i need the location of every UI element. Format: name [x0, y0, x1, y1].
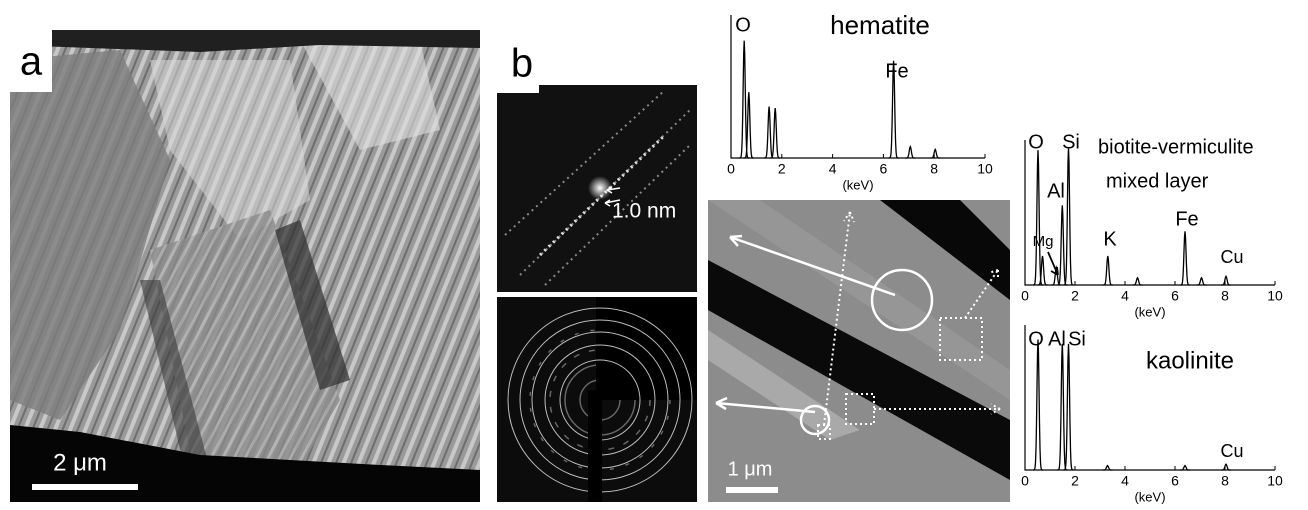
peak-label: K: [1103, 228, 1117, 250]
peak: [1133, 278, 1143, 285]
micrograph-b: [708, 200, 1010, 502]
x-tick-label: 10: [1267, 288, 1283, 304]
peak-label: Mg: [1033, 233, 1054, 250]
x-tick-label: 8: [930, 161, 938, 177]
x-tick-label: 2: [1071, 473, 1079, 489]
peak-label: Si: [1068, 328, 1086, 350]
peak: [905, 147, 915, 158]
peak: [1197, 278, 1207, 285]
peak-label: Fe: [1175, 208, 1198, 230]
panel-label: b: [511, 42, 533, 86]
peak-label: Cu: [1220, 247, 1243, 267]
x-tick-label: 2: [1071, 288, 1079, 304]
x-tick-label: 0: [1021, 473, 1029, 489]
peak-label: Al: [1047, 180, 1065, 202]
peak: [1221, 464, 1231, 470]
scale-bar-label: 2 μm: [53, 449, 107, 476]
figure: a 2 μm b 1.0 nm: [0, 0, 1308, 510]
x-tick-label: 2: [778, 161, 786, 177]
x-tick-label: 10: [1267, 473, 1283, 489]
spectrum-title: kaolinite: [1146, 347, 1234, 374]
peak: [1180, 231, 1190, 285]
x-tick-label: 4: [1121, 473, 1129, 489]
peak-label: Al: [1048, 328, 1066, 350]
peak-label: O: [735, 14, 751, 36]
diffraction-pattern: [497, 85, 697, 292]
x-tick-label: 8: [1221, 473, 1229, 489]
spectrum-title: biotite-vermiculite: [1098, 136, 1254, 158]
peak-label: O: [1028, 328, 1044, 350]
x-tick-label: 10: [977, 161, 993, 177]
spectrum-title: hematite: [830, 10, 930, 40]
ring-pattern: [497, 297, 697, 502]
x-tick-label: 6: [1171, 288, 1179, 304]
pointer-arrow: [1048, 252, 1058, 275]
peak: [1180, 466, 1190, 470]
page: a 2 μm b 1.0 nm: [0, 0, 1308, 510]
x-tick-label: 8: [1221, 288, 1229, 304]
micrograph-a: [10, 30, 480, 502]
x-axis-label: (keV): [842, 177, 873, 192]
scale-bar: [32, 484, 138, 490]
x-axis-label: (keV): [1134, 489, 1165, 504]
peak-label: Cu: [1220, 441, 1243, 461]
x-tick-label: 0: [1021, 288, 1029, 304]
spectrum-subtitle: mixed layer: [1106, 170, 1209, 192]
x-tick-label: 0: [727, 161, 735, 177]
panel-label: a: [20, 40, 43, 84]
x-tick-label: 4: [829, 161, 837, 177]
d-spacing-label: 1.0 nm: [612, 200, 676, 223]
peak-label: O: [1028, 131, 1044, 153]
x-tick-label: 4: [1121, 288, 1129, 304]
scale-bar-label: 1 μm: [728, 458, 773, 480]
peak-label: Fe: [885, 60, 908, 82]
x-tick-label: 6: [1171, 473, 1179, 489]
peak: [1103, 256, 1113, 285]
peak: [1038, 256, 1048, 285]
peak-label: Si: [1062, 131, 1080, 153]
peak: [1064, 147, 1074, 285]
x-axis-label: (keV): [1134, 304, 1165, 319]
peak: [1033, 340, 1043, 471]
peak: [1103, 466, 1113, 470]
x-tick-label: 6: [880, 161, 888, 177]
peak: [1221, 276, 1231, 285]
peak: [930, 149, 940, 158]
